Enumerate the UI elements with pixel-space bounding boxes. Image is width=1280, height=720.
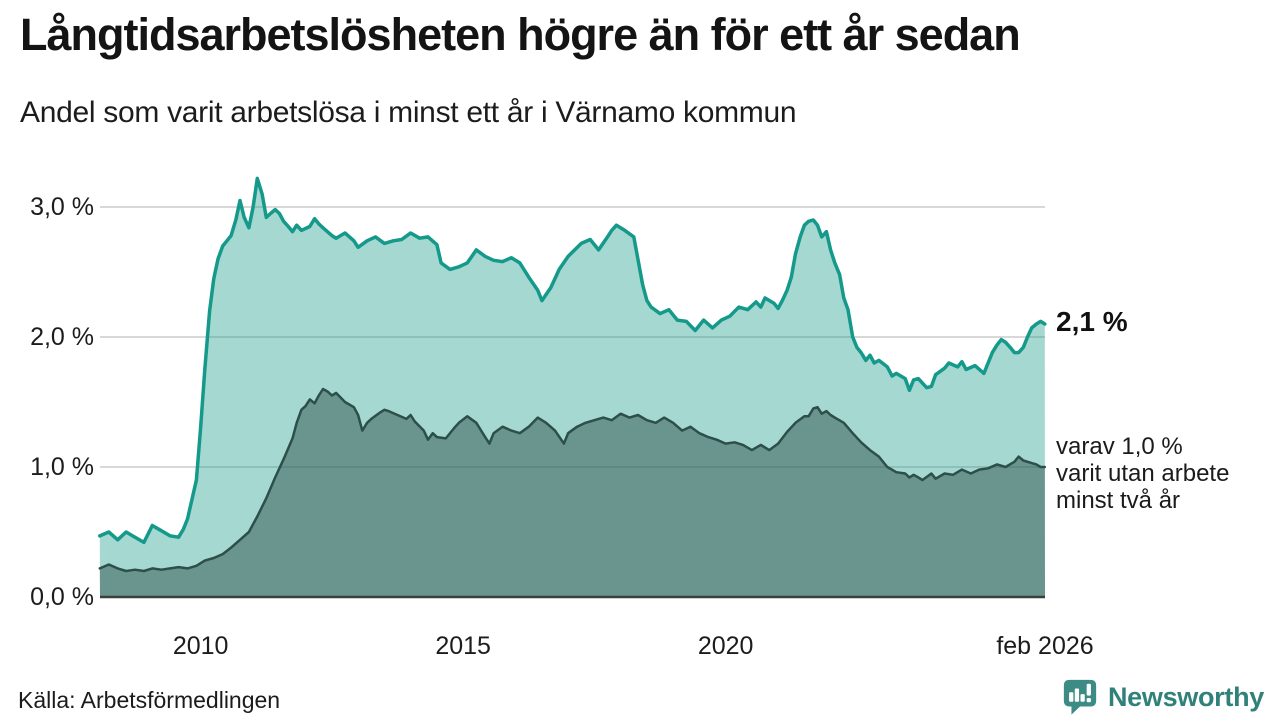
area-chart <box>98 176 1047 599</box>
newsworthy-bubble-chart-icon <box>1063 679 1097 715</box>
x-axis-tick-label: 2015 <box>435 632 491 660</box>
brand-wordmark: Newsworthy <box>1107 681 1264 712</box>
annotation-line-1: varav 1,0 % <box>1056 433 1183 460</box>
annotation-line-3: minst två år <box>1056 487 1181 514</box>
x-axis-tick-label: 2020 <box>697 632 754 660</box>
source-credit: Källa: Arbetsförmedlingen <box>18 687 281 713</box>
y-axis-tick-label: 3,0 % <box>30 193 94 221</box>
y-axis-tick-label: 2,0 % <box>30 323 94 351</box>
chart-subtitle: Andel som varit arbetslösa i minst ett å… <box>20 96 797 129</box>
page-title: Långtidsarbetslösheten högre än för ett … <box>20 9 1021 60</box>
annotation-line-2: varit utan arbete <box>1056 460 1230 487</box>
y-axis-tick-label: 1,0 % <box>30 453 94 481</box>
y-axis-tick-label: 0,0 % <box>30 583 94 611</box>
x-axis-tick-label: 2010 <box>172 632 229 660</box>
series-end-value-label: 2,1 % <box>1056 306 1128 337</box>
newsworthy-logo: Newsworthy <box>1061 678 1264 716</box>
x-axis-tick-label: feb 2026 <box>996 632 1094 660</box>
series-annotation: varav 1,0 % varit utan arbete minst två … <box>1056 433 1229 514</box>
